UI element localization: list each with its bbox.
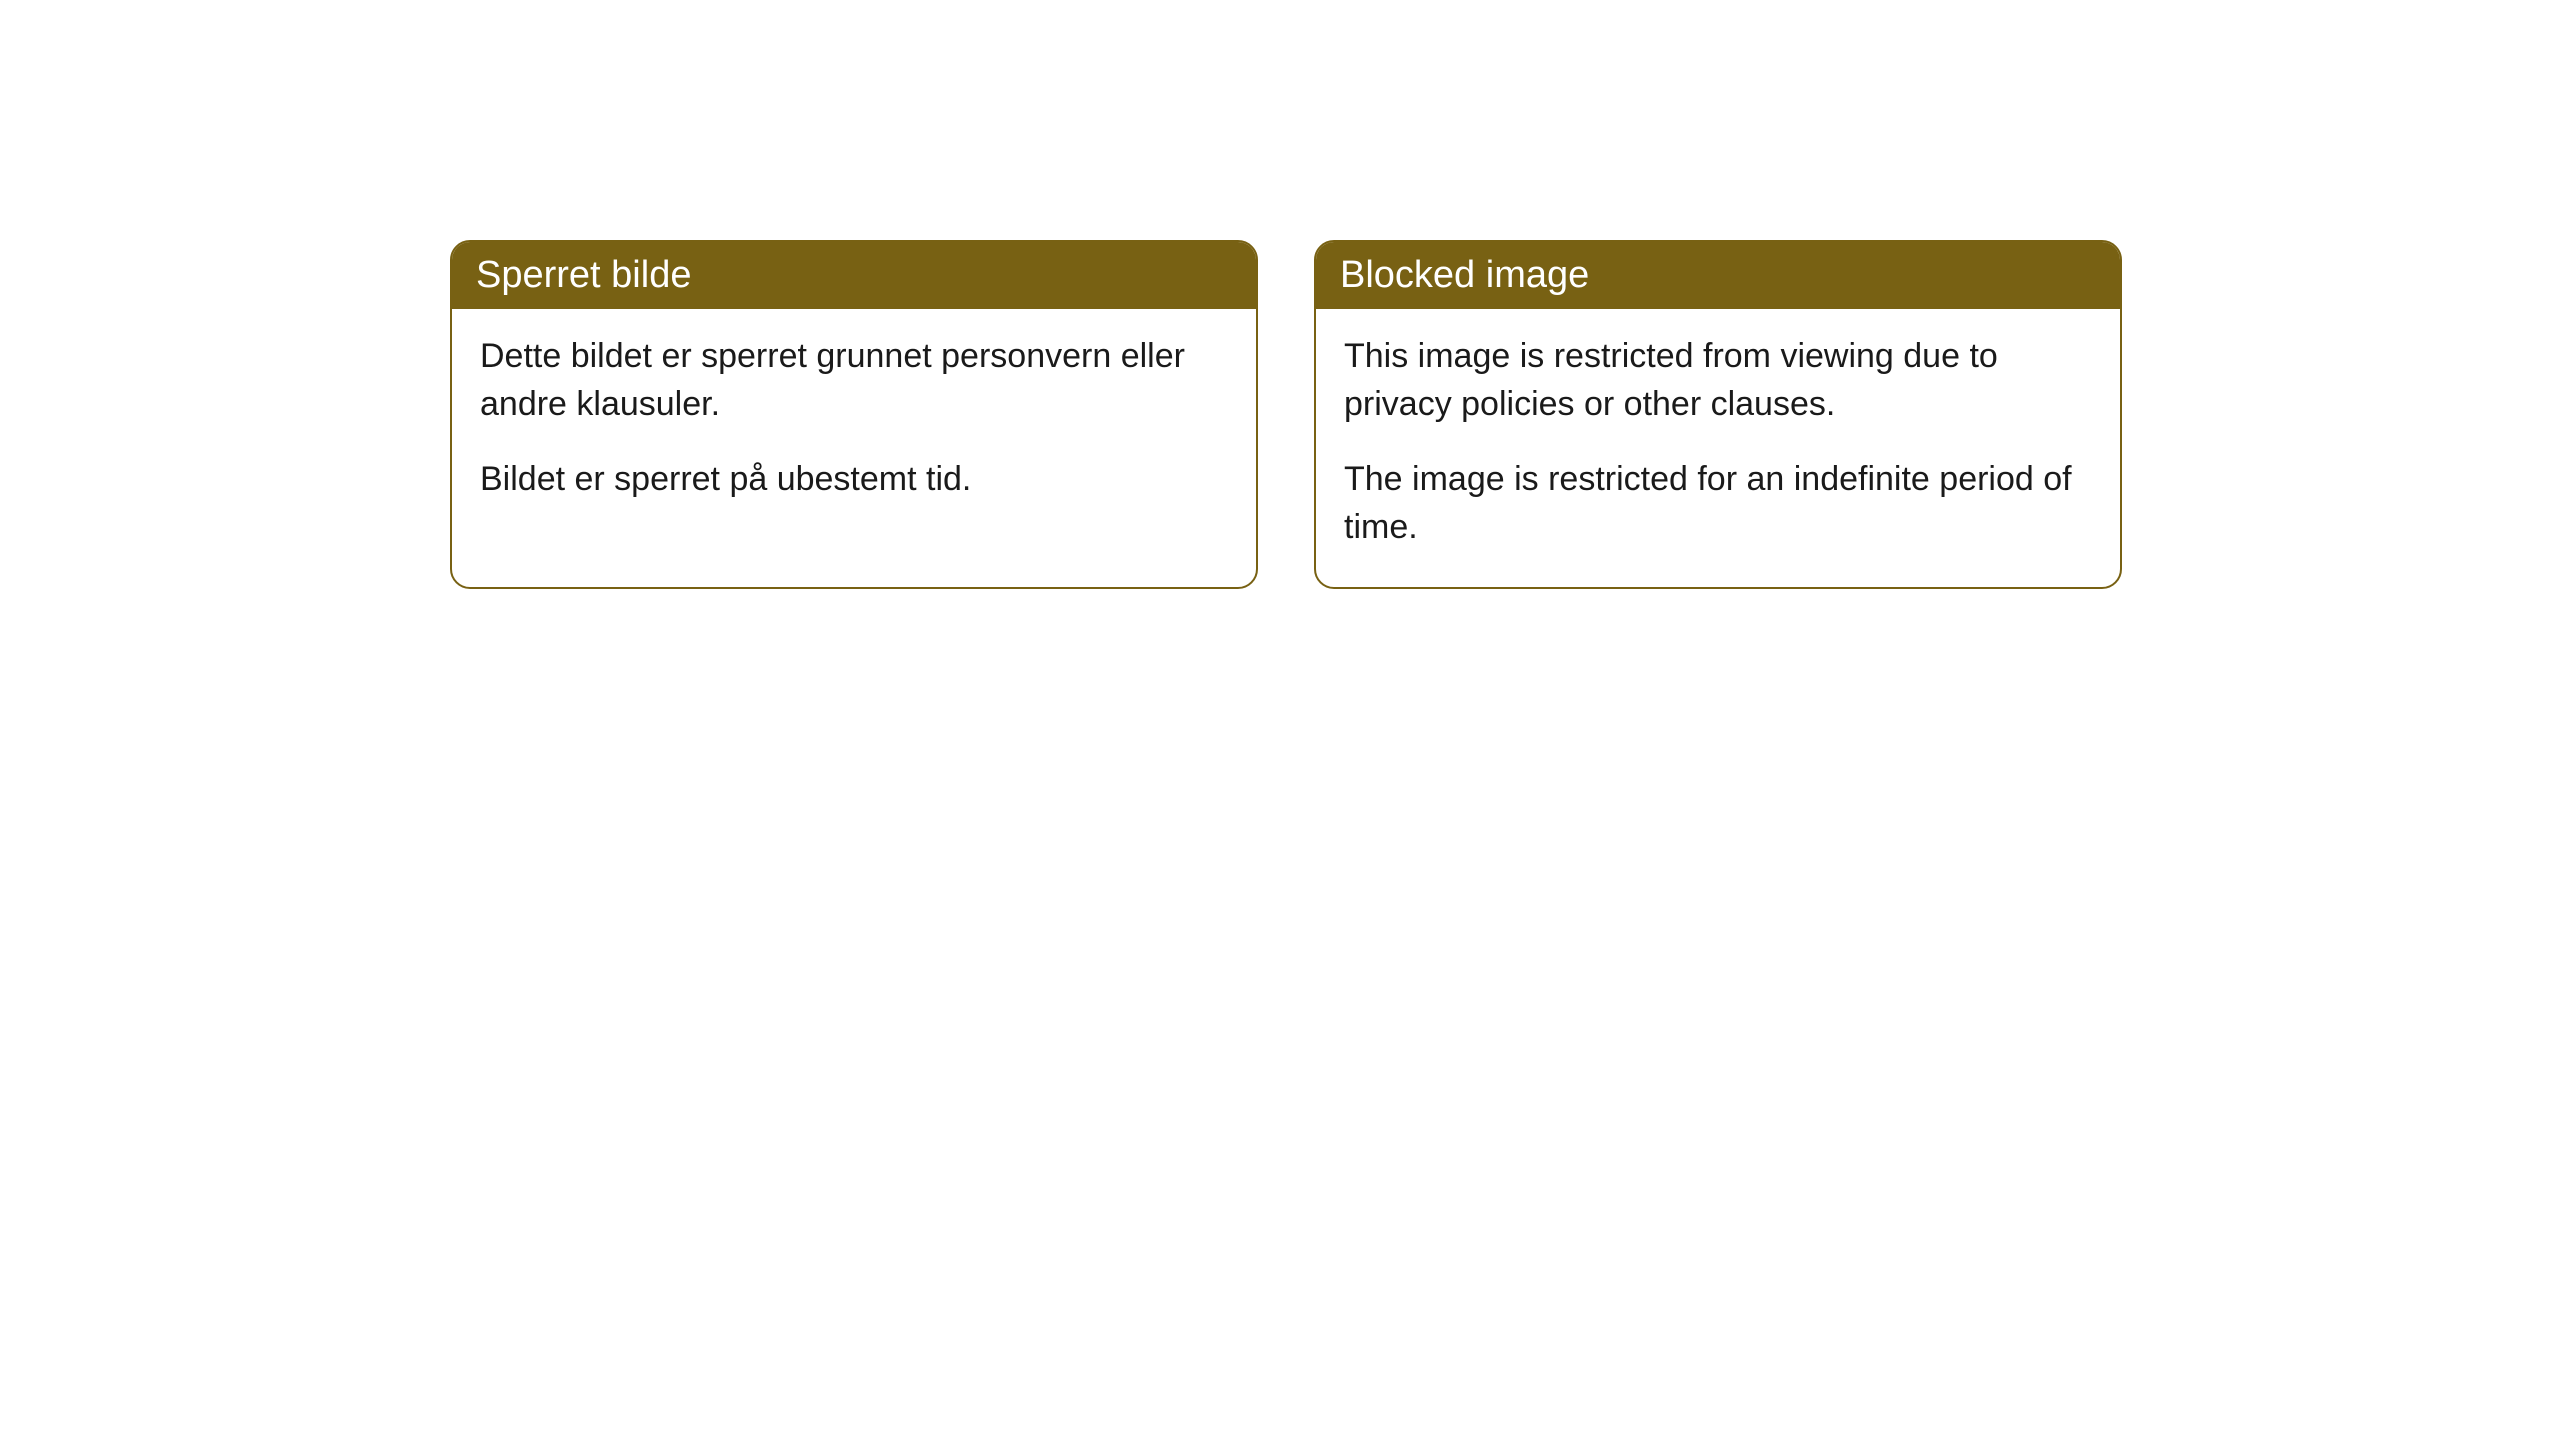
card-paragraph: This image is restricted from viewing du… — [1344, 333, 2092, 428]
card-norwegian: Sperret bilde Dette bildet er sperret gr… — [450, 240, 1258, 589]
card-header-english: Blocked image — [1316, 242, 2120, 309]
card-paragraph: Bildet er sperret på ubestemt tid. — [480, 456, 1228, 504]
card-paragraph: The image is restricted for an indefinit… — [1344, 456, 2092, 551]
card-body-english: This image is restricted from viewing du… — [1316, 309, 2120, 587]
cards-container: Sperret bilde Dette bildet er sperret gr… — [450, 240, 2560, 589]
card-header-norwegian: Sperret bilde — [452, 242, 1256, 309]
card-body-norwegian: Dette bildet er sperret grunnet personve… — [452, 309, 1256, 540]
card-paragraph: Dette bildet er sperret grunnet personve… — [480, 333, 1228, 428]
card-english: Blocked image This image is restricted f… — [1314, 240, 2122, 589]
